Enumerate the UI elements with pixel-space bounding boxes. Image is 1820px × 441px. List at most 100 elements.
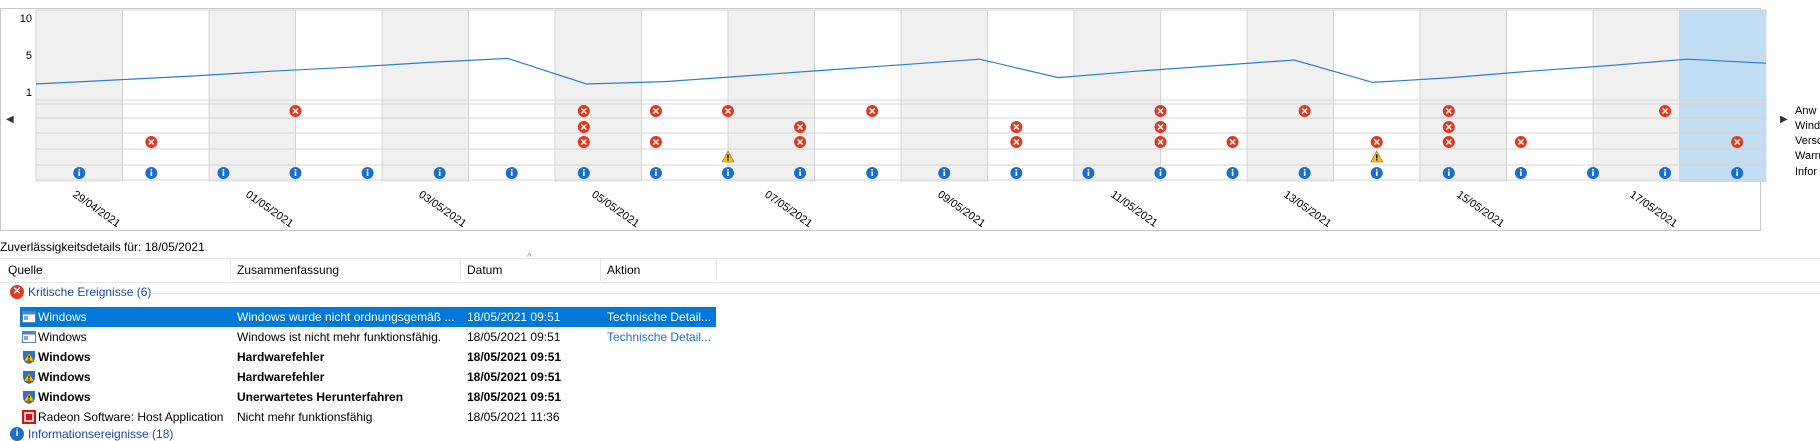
info-icon[interactable] bbox=[1731, 167, 1744, 179]
info-icon[interactable] bbox=[577, 167, 590, 179]
error-icon[interactable] bbox=[1010, 121, 1023, 133]
table-row[interactable]: Windows Windows ist nicht mehr funktionsf… bbox=[20, 327, 716, 347]
row-source: Windows bbox=[38, 330, 87, 344]
warning-icon[interactable] bbox=[1370, 150, 1384, 163]
table-row[interactable]: Windows Hardwarefehler 18/05/2021 09:51 bbox=[20, 367, 716, 387]
info-icon[interactable] bbox=[938, 167, 951, 179]
date-label: 17/05/2021 bbox=[1627, 189, 1679, 230]
table-row[interactable]: Windows Unerwartetes Herunterfahren 18/05/… bbox=[20, 387, 716, 407]
day-column[interactable] bbox=[1247, 10, 1334, 182]
day-column[interactable] bbox=[987, 10, 1075, 182]
day-column[interactable] bbox=[209, 10, 296, 182]
info-icon[interactable] bbox=[1226, 167, 1239, 179]
error-icon[interactable] bbox=[577, 105, 590, 117]
day-column[interactable] bbox=[382, 10, 469, 182]
info-icon[interactable] bbox=[217, 167, 230, 179]
day-column[interactable] bbox=[728, 10, 815, 182]
info-icon[interactable] bbox=[1442, 167, 1455, 179]
day-column[interactable] bbox=[814, 10, 902, 182]
group-label: Informationsereignisse (18) bbox=[28, 427, 174, 441]
info-icon[interactable] bbox=[145, 167, 158, 179]
error-icon[interactable] bbox=[649, 105, 662, 117]
info-icon[interactable] bbox=[289, 167, 302, 179]
day-column[interactable] bbox=[1074, 10, 1161, 182]
error-icon[interactable] bbox=[1442, 105, 1455, 117]
day-column[interactable] bbox=[1679, 10, 1767, 182]
column-separator[interactable] bbox=[716, 259, 717, 281]
day-column[interactable] bbox=[1420, 10, 1507, 182]
day-column[interactable] bbox=[122, 10, 210, 182]
column-header-datum[interactable]: Datum bbox=[467, 263, 503, 277]
info-icon[interactable] bbox=[1010, 167, 1023, 179]
error-icon[interactable] bbox=[1154, 105, 1167, 117]
day-column[interactable] bbox=[555, 10, 642, 182]
error-icon[interactable] bbox=[1731, 136, 1744, 148]
table-row[interactable]: Radeon Software: Host Application Nicht m… bbox=[20, 407, 716, 427]
day-column[interactable] bbox=[641, 10, 729, 182]
error-icon[interactable] bbox=[649, 136, 662, 148]
info-icon[interactable] bbox=[866, 167, 879, 179]
table-row[interactable]: Windows Hardwarefehler 18/05/2021 09:51 bbox=[20, 347, 716, 367]
error-icon[interactable] bbox=[577, 121, 590, 133]
error-icon[interactable] bbox=[577, 136, 590, 148]
info-icon[interactable] bbox=[649, 167, 662, 179]
reliability-chart[interactable]: 10 5 1 ◀ ▶ Anw Wind Versc Warn Infor 29/04/2021 01/… bbox=[0, 0, 1820, 236]
info-icon[interactable] bbox=[1370, 167, 1383, 179]
error-icon[interactable] bbox=[1442, 136, 1455, 148]
day-column[interactable] bbox=[1506, 10, 1594, 182]
info-icon[interactable] bbox=[1154, 167, 1167, 179]
info-icon[interactable] bbox=[73, 167, 86, 179]
column-header-aktion[interactable]: Aktion bbox=[607, 263, 641, 277]
day-column[interactable] bbox=[1593, 10, 1680, 182]
group-divider bbox=[150, 293, 1820, 294]
error-icon[interactable] bbox=[866, 105, 879, 117]
scroll-left-icon[interactable]: ◀ bbox=[6, 114, 14, 125]
info-icon[interactable] bbox=[1659, 167, 1672, 179]
info-icon[interactable] bbox=[794, 167, 807, 179]
day-column[interactable] bbox=[468, 10, 556, 182]
error-icon[interactable] bbox=[1010, 136, 1023, 148]
error-icon[interactable] bbox=[722, 105, 734, 117]
error-icon[interactable] bbox=[1154, 121, 1167, 133]
error-icon[interactable] bbox=[1154, 136, 1167, 148]
info-icon[interactable] bbox=[505, 167, 518, 179]
row-date: 18/05/2021 09:51 bbox=[467, 330, 561, 344]
error-icon[interactable] bbox=[1442, 121, 1455, 133]
error-icon[interactable] bbox=[1370, 136, 1383, 148]
info-icon[interactable] bbox=[1587, 167, 1599, 179]
column-separator[interactable] bbox=[600, 259, 601, 281]
column-separator[interactable] bbox=[230, 259, 231, 281]
column-header-quelle[interactable]: Quelle bbox=[8, 263, 43, 277]
scroll-right-icon[interactable]: ▶ bbox=[1780, 114, 1788, 125]
row-action[interactable]: Technische Detail... bbox=[607, 330, 712, 344]
info-icon[interactable] bbox=[1514, 167, 1527, 179]
error-icon[interactable] bbox=[794, 136, 807, 148]
group-info-events[interactable]: i Informationsereignisse (18) bbox=[10, 427, 173, 441]
error-icon[interactable] bbox=[1298, 105, 1311, 117]
row-action[interactable]: Technische Detail... bbox=[607, 310, 712, 324]
day-column[interactable] bbox=[1160, 10, 1248, 182]
info-icon[interactable] bbox=[361, 167, 374, 179]
warning-icon[interactable] bbox=[721, 150, 735, 163]
date-label: 15/05/2021 bbox=[1454, 189, 1506, 230]
day-column[interactable] bbox=[36, 10, 123, 182]
day-column[interactable] bbox=[901, 10, 988, 182]
day-column[interactable] bbox=[295, 10, 383, 182]
row-source: Windows bbox=[38, 310, 87, 324]
info-icon[interactable] bbox=[1082, 167, 1095, 179]
info-icon[interactable] bbox=[433, 167, 446, 179]
error-icon[interactable] bbox=[145, 136, 158, 148]
row-summary: Windows wurde nicht ordnungsgemäß ... bbox=[237, 310, 455, 324]
error-icon[interactable] bbox=[289, 105, 302, 117]
group-critical-events[interactable]: ✕ Kritische Ereignisse (6) bbox=[10, 285, 1820, 299]
error-icon[interactable] bbox=[1514, 136, 1527, 148]
column-header-zusammenfassung[interactable]: Zusammenfassung bbox=[237, 263, 340, 277]
error-icon[interactable] bbox=[1226, 136, 1239, 148]
info-icon[interactable] bbox=[722, 167, 734, 179]
column-separator[interactable] bbox=[460, 259, 461, 281]
info-icon[interactable] bbox=[1298, 167, 1311, 179]
details-label: Zuverlässigkeitsdetails für: 18/05/2021 bbox=[0, 240, 205, 254]
table-row[interactable]: Windows Windows wurde nicht ordnungsgemäß… bbox=[20, 307, 716, 327]
error-icon[interactable] bbox=[794, 121, 807, 133]
error-icon[interactable] bbox=[1659, 105, 1672, 117]
